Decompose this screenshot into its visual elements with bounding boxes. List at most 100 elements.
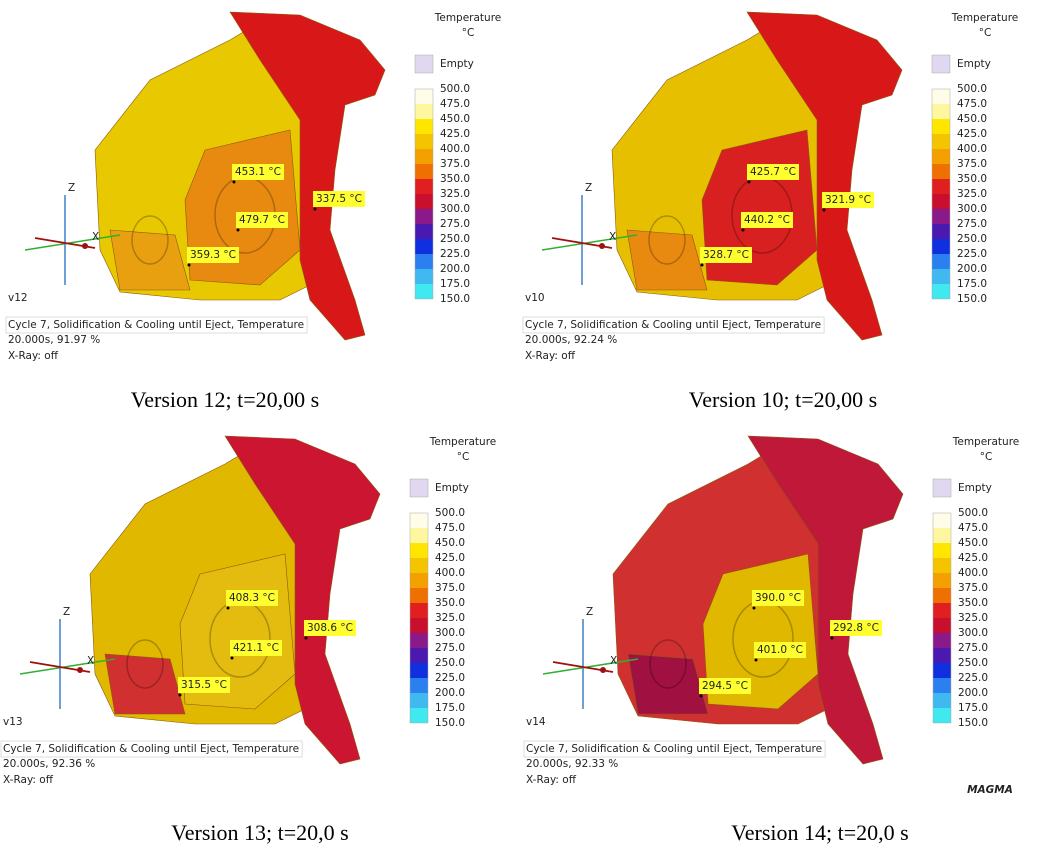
probe-point xyxy=(233,181,236,184)
colorbar-segment xyxy=(932,284,950,299)
annotation: 321.9 °C xyxy=(825,194,871,206)
axis-label-x: X xyxy=(87,655,94,667)
axis-origin xyxy=(600,667,606,673)
info-line: Cycle 7, Solidification & Cooling until … xyxy=(3,743,299,755)
annotation: 337.5 °C xyxy=(316,193,362,205)
colorbar-segment xyxy=(415,134,433,149)
info-line: X-Ray: off xyxy=(526,774,577,786)
annotation: 308.6 °C xyxy=(307,622,353,634)
legend-label: 175.0 xyxy=(957,278,987,290)
axis-origin xyxy=(599,243,605,249)
colorbar-segment xyxy=(415,254,433,269)
info-line: 20.000s, 91.97 % xyxy=(8,334,100,346)
colorbar-segment xyxy=(933,663,951,678)
annotation: 359.3 °C xyxy=(190,249,236,261)
legend-label: 250.0 xyxy=(958,657,988,669)
legend-label: 425.0 xyxy=(435,552,465,564)
legend-label: 300.0 xyxy=(958,627,988,639)
caption: Version 12; t=20,00 s xyxy=(131,387,319,412)
version-label: v10 xyxy=(525,292,545,304)
probe-point xyxy=(753,607,756,610)
legend-label: 300.0 xyxy=(440,203,470,215)
probe-point xyxy=(742,229,745,232)
legend-empty: Empty xyxy=(440,58,474,70)
colorbar-segment xyxy=(410,663,428,678)
empty-swatch xyxy=(410,479,428,497)
probe-point xyxy=(700,695,703,698)
logo: MAGMA xyxy=(967,784,1013,796)
colorbar-segment xyxy=(410,618,428,633)
colorbar-segment xyxy=(415,89,433,104)
colorbar-segment xyxy=(415,119,433,134)
colorbar-segment xyxy=(410,528,428,543)
axis-label-x: X xyxy=(609,231,616,243)
colorbar-segment xyxy=(415,284,433,299)
legend-label: 450.0 xyxy=(440,113,470,125)
legend-label: 350.0 xyxy=(440,173,470,185)
version-label: v14 xyxy=(526,716,546,728)
legend-label: 200.0 xyxy=(440,263,470,275)
legend-label: 475.0 xyxy=(435,522,465,534)
colorbar-segment xyxy=(410,573,428,588)
legend-unit: °C xyxy=(462,27,475,39)
colorbar-segment xyxy=(932,179,950,194)
legend-label: 500.0 xyxy=(957,83,987,95)
colorbar-segment xyxy=(415,179,433,194)
legend-label: 225.0 xyxy=(440,248,470,260)
legend-label: 375.0 xyxy=(435,582,465,594)
figure: ZXTemperature°CEmpty500.0475.0450.0425.0… xyxy=(0,0,1040,849)
legend-label: 250.0 xyxy=(957,233,987,245)
info-line: Cycle 7, Solidification & Cooling until … xyxy=(525,319,821,331)
legend-label: 325.0 xyxy=(958,612,988,624)
info-line: 20.000s, 92.36 % xyxy=(3,758,95,770)
legend-label: 275.0 xyxy=(958,642,988,654)
legend-label: 175.0 xyxy=(958,702,988,714)
colorbar-segment xyxy=(932,134,950,149)
annotation: 292.8 °C xyxy=(833,622,879,634)
axis-label-x: X xyxy=(610,655,617,667)
legend-label: 450.0 xyxy=(435,537,465,549)
legend-label: 500.0 xyxy=(440,83,470,95)
probe-point xyxy=(701,264,704,267)
legend-label: 350.0 xyxy=(958,597,988,609)
colorbar-segment xyxy=(933,558,951,573)
legend-title: Temperature xyxy=(434,12,502,24)
annotation: 421.1 °C xyxy=(233,642,279,654)
probe-point xyxy=(188,264,191,267)
legend-label: 225.0 xyxy=(958,672,988,684)
legend-label: 325.0 xyxy=(957,188,987,200)
legend-label: 375.0 xyxy=(958,582,988,594)
legend-title: Temperature xyxy=(951,12,1019,24)
version-label: v13 xyxy=(3,716,23,728)
legend-label: 175.0 xyxy=(435,702,465,714)
colorbar-segment xyxy=(415,149,433,164)
empty-swatch xyxy=(415,55,433,73)
legend-label: 425.0 xyxy=(958,552,988,564)
colorbar-segment xyxy=(415,104,433,119)
colorbar-segment xyxy=(932,89,950,104)
colorbar-segment xyxy=(932,194,950,209)
legend-label: 200.0 xyxy=(435,687,465,699)
panel: ZXTemperature°CEmpty500.0475.0450.0425.0… xyxy=(1,436,496,786)
legend-label: 150.0 xyxy=(958,717,988,729)
legend-label: 475.0 xyxy=(957,98,987,110)
colorbar-segment xyxy=(933,678,951,693)
annotation: 408.3 °C xyxy=(229,592,275,604)
colorbar-segment xyxy=(415,224,433,239)
legend-label: 450.0 xyxy=(958,537,988,549)
legend-label: 475.0 xyxy=(440,98,470,110)
caption: Version 13; t=20,0 s xyxy=(171,820,348,845)
colorbar-segment xyxy=(415,269,433,284)
colorbar-segment xyxy=(410,648,428,663)
colorbar-segment xyxy=(933,648,951,663)
annotation: 390.0 °C xyxy=(755,592,801,604)
legend-label: 275.0 xyxy=(957,218,987,230)
caption: Version 14; t=20,0 s xyxy=(731,820,908,845)
panel: ZXTemperature°CEmpty500.0475.0450.0425.0… xyxy=(6,12,501,362)
annotation: 479.7 °C xyxy=(239,214,285,226)
info-line: Cycle 7, Solidification & Cooling until … xyxy=(526,743,822,755)
colorbar-segment xyxy=(933,603,951,618)
axis-origin xyxy=(77,667,83,673)
legend-label: 150.0 xyxy=(435,717,465,729)
legend-label: 200.0 xyxy=(957,263,987,275)
